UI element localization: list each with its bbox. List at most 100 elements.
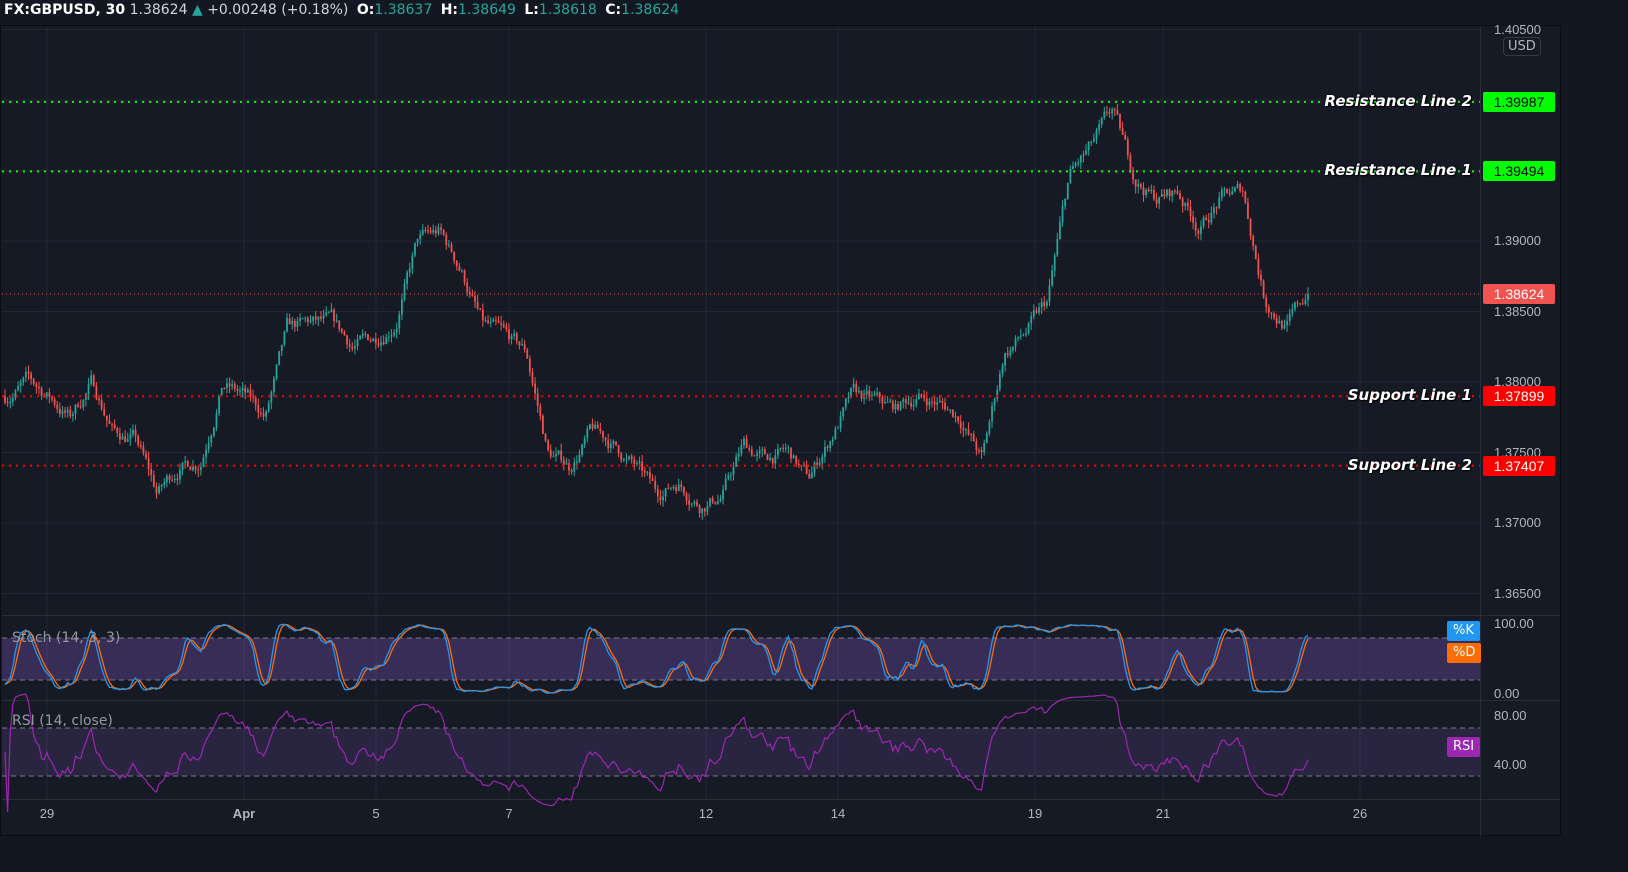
candle-body: [552, 456, 555, 458]
candle-body: [641, 461, 644, 471]
candle-body: [484, 320, 487, 322]
candle-body: [32, 378, 35, 384]
candle-body: [189, 466, 192, 471]
candle-body: [74, 404, 77, 415]
candle-body: [654, 481, 657, 489]
symbol-title[interactable]: FX:GBPUSD, 30: [4, 2, 126, 18]
level-label[interactable]: Support Line 1: [1347, 386, 1472, 405]
level-label[interactable]: Support Line 2: [1347, 455, 1472, 474]
close-value: 1.38624: [621, 2, 680, 18]
candle-body: [92, 375, 95, 387]
candle-body: [1301, 303, 1304, 305]
candle-body: [659, 496, 662, 501]
candle-body: [244, 388, 247, 393]
candle-body: [495, 319, 497, 321]
candle-body: [1166, 189, 1168, 196]
candle-body: [280, 344, 283, 352]
candle-body: [521, 344, 523, 346]
candle-body: [769, 457, 771, 460]
candle-body: [852, 383, 855, 388]
candle-body: [356, 339, 359, 347]
candle-body: [1025, 333, 1027, 335]
candle-body: [502, 324, 505, 327]
candle-body: [831, 439, 834, 442]
candle-body: [810, 472, 813, 479]
candle-body: [309, 320, 312, 322]
stoch-label[interactable]: Stoch (14, 3, 3): [12, 630, 121, 646]
rsi-label[interactable]: RSI (14, close): [12, 713, 113, 729]
candle-body: [348, 344, 351, 347]
candle-body: [226, 383, 228, 389]
candle-body: [821, 456, 824, 463]
level-label[interactable]: Resistance Line 1: [1324, 161, 1472, 180]
candle-body: [756, 453, 758, 456]
candle-body: [51, 396, 53, 400]
candle-body: [732, 466, 735, 475]
candle-body: [1066, 182, 1069, 199]
candle-body: [259, 413, 262, 415]
candle-body: [1283, 324, 1286, 329]
candle-body: [181, 462, 184, 470]
candle-body: [489, 321, 492, 324]
price-tick: 1.36500: [1494, 585, 1541, 601]
candle-body: [818, 462, 821, 465]
level-label[interactable]: Resistance Line 2: [1324, 91, 1472, 110]
stoch-band: [2, 638, 1480, 680]
level-price-tag: 1.37407: [1483, 455, 1555, 476]
candle-body: [685, 493, 688, 501]
candle-body: [544, 433, 547, 441]
candle-body: [1106, 111, 1108, 113]
candle-body: [1079, 155, 1082, 163]
candle-body: [165, 476, 168, 483]
candle-body: [891, 400, 894, 410]
stoch-tick-100: 100.00: [1494, 616, 1534, 631]
candle-body: [11, 397, 14, 402]
candle-body: [372, 338, 375, 342]
candle-body: [116, 428, 119, 434]
time-label: 19: [1027, 806, 1043, 821]
candle-body: [912, 405, 915, 407]
candle-body: [380, 342, 382, 346]
candle-body: [620, 453, 623, 461]
rsi-band: [2, 728, 1480, 776]
candle-body: [985, 433, 988, 443]
candle-body: [19, 382, 22, 387]
currency-label[interactable]: USD: [1503, 37, 1541, 56]
price-tick: 1.37000: [1494, 515, 1541, 530]
candle-body: [1181, 198, 1184, 206]
candle-body: [954, 416, 957, 418]
candle-body: [147, 458, 150, 470]
candle-body: [1027, 323, 1030, 334]
candle-body: [795, 455, 798, 464]
candle-body: [701, 508, 704, 514]
candle-body: [531, 371, 534, 384]
candle-body: [194, 466, 197, 470]
candle-body: [304, 317, 307, 319]
candle-body: [980, 450, 983, 453]
candle-body: [411, 255, 414, 269]
candle-body: [515, 333, 518, 342]
candle-body: [1001, 365, 1004, 374]
candle-body: [1247, 202, 1249, 219]
candle-body: [1186, 202, 1189, 207]
candle-body: [207, 442, 210, 450]
candle-body: [351, 346, 354, 349]
candle-body: [1286, 320, 1289, 325]
candle-body: [393, 332, 395, 336]
candle-body: [617, 445, 620, 454]
candle-body: [1090, 141, 1093, 143]
candle-body: [967, 429, 970, 434]
candle-body: [1134, 179, 1137, 187]
candle-body: [570, 470, 573, 472]
candle-body: [578, 454, 581, 462]
candle-body: [633, 459, 636, 464]
candle-body: [82, 399, 85, 408]
candle-body: [1129, 155, 1132, 171]
candle-body: [808, 473, 811, 479]
low-value: 1.38618: [538, 2, 597, 18]
candle-body: [766, 454, 769, 460]
candle-body: [220, 387, 223, 396]
level-price-tag: 1.37899: [1483, 386, 1555, 407]
candle-body: [803, 464, 805, 466]
